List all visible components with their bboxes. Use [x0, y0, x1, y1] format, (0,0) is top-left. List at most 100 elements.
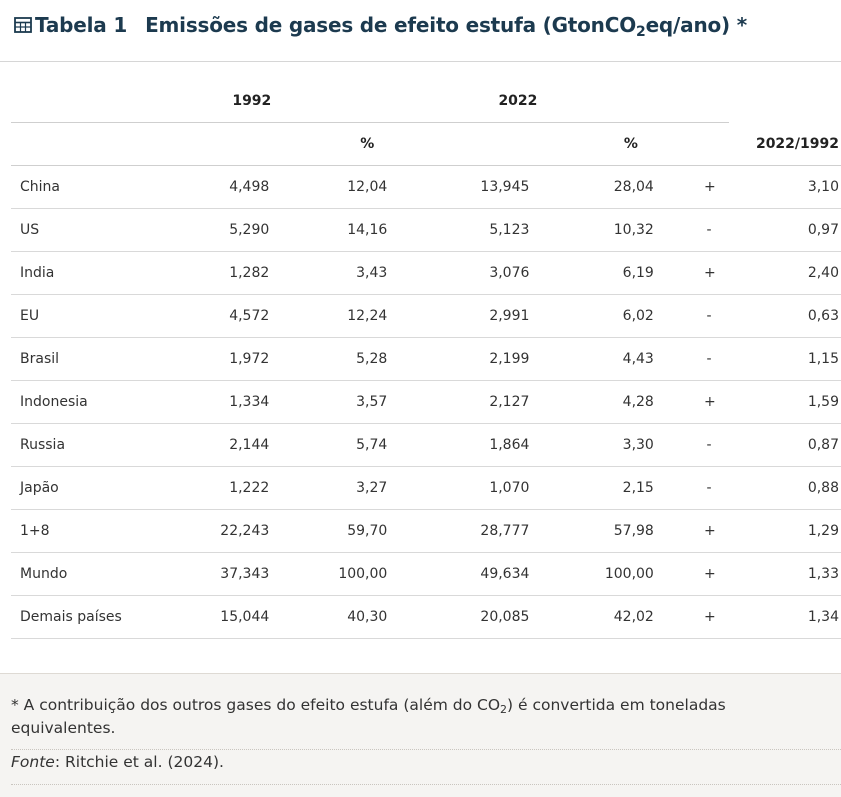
value-1992: 4,572 [175, 294, 278, 338]
change-sign-cell: - [677, 294, 729, 338]
change-sign-cell: - [677, 208, 729, 252]
change-sign-cell: + [677, 595, 729, 639]
value-1992: 1,222 [175, 466, 278, 510]
table-row: EU 4,572 12,24 2,991 6,02 -0,63 [11, 294, 841, 338]
value-2022: 5,123 [427, 208, 546, 252]
change-sign-cell: - [677, 337, 729, 381]
table-row: Russia 2,144 5,74 1,864 3,30 -0,87 [11, 423, 841, 467]
change-sign: + [703, 523, 716, 539]
header-row-years: 1992 2022 [11, 80, 841, 123]
pct-2022: 4,43 [545, 337, 678, 381]
pct-1992: 100,00 [277, 552, 428, 596]
pct-2022: 4,28 [545, 380, 678, 424]
pct-1992: 3,27 [277, 466, 428, 510]
footer-divider [11, 749, 841, 750]
country-name: EU [11, 294, 176, 338]
value-2022: 49,634 [427, 552, 546, 596]
table-label: Tabela 1 [35, 13, 128, 37]
ratio-2022-1992: 0,87 [728, 423, 841, 467]
pct-2022: 3,30 [545, 423, 678, 467]
pct-1992: 5,74 [277, 423, 428, 467]
table-footer: * A contribuição dos outros gases do efe… [0, 673, 841, 797]
table-icon [14, 17, 32, 33]
change-sign: + [703, 265, 716, 281]
table-title: Tabela 1 Emissões de gases de efeito estu… [14, 13, 748, 40]
table-row: US 5,290 14,16 5,123 10,32 -0,97 [11, 208, 841, 252]
ratio-2022-1992: 0,97 [728, 208, 841, 252]
change-sign: + [703, 566, 716, 582]
footnote-text-end: ) é convertida em toneladas equivalentes… [11, 696, 726, 737]
pct-1992: 14,16 [277, 208, 428, 252]
country-name: Demais países [11, 595, 176, 639]
country-name: US [11, 208, 176, 252]
ratio-2022-1992: 2,40 [728, 251, 841, 295]
change-sign: + [703, 179, 716, 195]
value-2022: 3,076 [427, 251, 546, 295]
header-year-2022: 2022 [427, 80, 546, 123]
change-sign: - [706, 351, 712, 367]
footnote-text: * A contribuição dos outros gases do efe… [11, 696, 501, 714]
ratio-2022-1992: 1,59 [728, 380, 841, 424]
pct-1992: 59,70 [277, 509, 428, 553]
header-pct-1992: % [277, 122, 428, 166]
value-1992: 37,343 [175, 552, 278, 596]
change-sign-cell: + [677, 380, 729, 424]
footnote-subscript: 2 [500, 703, 508, 716]
ratio-2022-1992: 1,33 [728, 552, 841, 596]
country-name: India [11, 251, 176, 295]
ratio-2022-1992: 0,63 [728, 294, 841, 338]
pct-1992: 12,04 [277, 165, 428, 209]
change-sign: - [706, 480, 712, 496]
pct-1992: 40,30 [277, 595, 428, 639]
title-bar: Tabela 1 Emissões de gases de efeito estu… [0, 0, 841, 62]
value-2022: 2,127 [427, 380, 546, 424]
title-subscript: 2 [636, 24, 646, 40]
ratio-2022-1992: 0,88 [728, 466, 841, 510]
change-sign-cell: + [677, 165, 729, 209]
value-2022: 2,991 [427, 294, 546, 338]
source-line: Fonte: Ritchie et al. (2024). [11, 753, 224, 771]
table-title-text: Emissões de gases de efeito estufa (Gton… [145, 13, 637, 37]
footer-divider-bottom [11, 784, 841, 785]
pct-2022: 10,32 [545, 208, 678, 252]
table-title-text-end: eq/ano) * [645, 13, 748, 37]
ratio-2022-1992: 3,10 [728, 165, 841, 209]
change-sign-cell: - [677, 423, 729, 467]
value-1992: 2,144 [175, 423, 278, 467]
country-name: Japão [11, 466, 176, 510]
value-2022: 13,945 [427, 165, 546, 209]
change-sign: - [706, 308, 712, 324]
pct-2022: 6,02 [545, 294, 678, 338]
country-name: 1+8 [11, 509, 176, 553]
table-row: Mundo 37,343 100,00 49,634 100,00 +1,33 [11, 552, 841, 596]
pct-2022: 57,98 [545, 509, 678, 553]
change-sign: - [706, 437, 712, 453]
value-2022: 2,199 [427, 337, 546, 381]
table-row: Demais países 15,044 40,30 20,085 42,02 +1,34 [11, 595, 841, 639]
pct-1992: 3,57 [277, 380, 428, 424]
ratio-2022-1992: 1,29 [728, 509, 841, 553]
value-1992: 15,044 [175, 595, 278, 639]
change-sign-cell: + [677, 552, 729, 596]
pct-2022: 6,19 [545, 251, 678, 295]
table-row: India 1,282 3,43 3,076 6,19 +2,40 [11, 251, 841, 295]
country-name: Indonesia [11, 380, 176, 424]
value-1992: 4,498 [175, 165, 278, 209]
header-year-1992: 1992 [175, 80, 278, 123]
ratio-2022-1992: 1,34 [728, 595, 841, 639]
table-row: Brasil 1,972 5,28 2,199 4,43 -1,15 [11, 337, 841, 381]
value-1992: 22,243 [175, 509, 278, 553]
change-sign: + [703, 394, 716, 410]
value-1992: 1,282 [175, 251, 278, 295]
pct-2022: 2,15 [545, 466, 678, 510]
value-2022: 20,085 [427, 595, 546, 639]
value-2022: 1,864 [427, 423, 546, 467]
footnote: * A contribuição dos outros gases do efe… [11, 694, 811, 740]
change-sign: + [703, 609, 716, 625]
table-row: China 4,498 12,04 13,945 28,04 +3,10 [11, 165, 841, 209]
emissions-table: 1992 2022 % % 2022/1992 China 4,498 12,04 1… [11, 80, 841, 639]
value-1992: 1,972 [175, 337, 278, 381]
pct-1992: 5,28 [277, 337, 428, 381]
table-row: Japão 1,222 3,27 1,070 2,15 -0,88 [11, 466, 841, 510]
table-body: China 4,498 12,04 13,945 28,04 +3,10 US 5,290 14… [11, 165, 841, 639]
